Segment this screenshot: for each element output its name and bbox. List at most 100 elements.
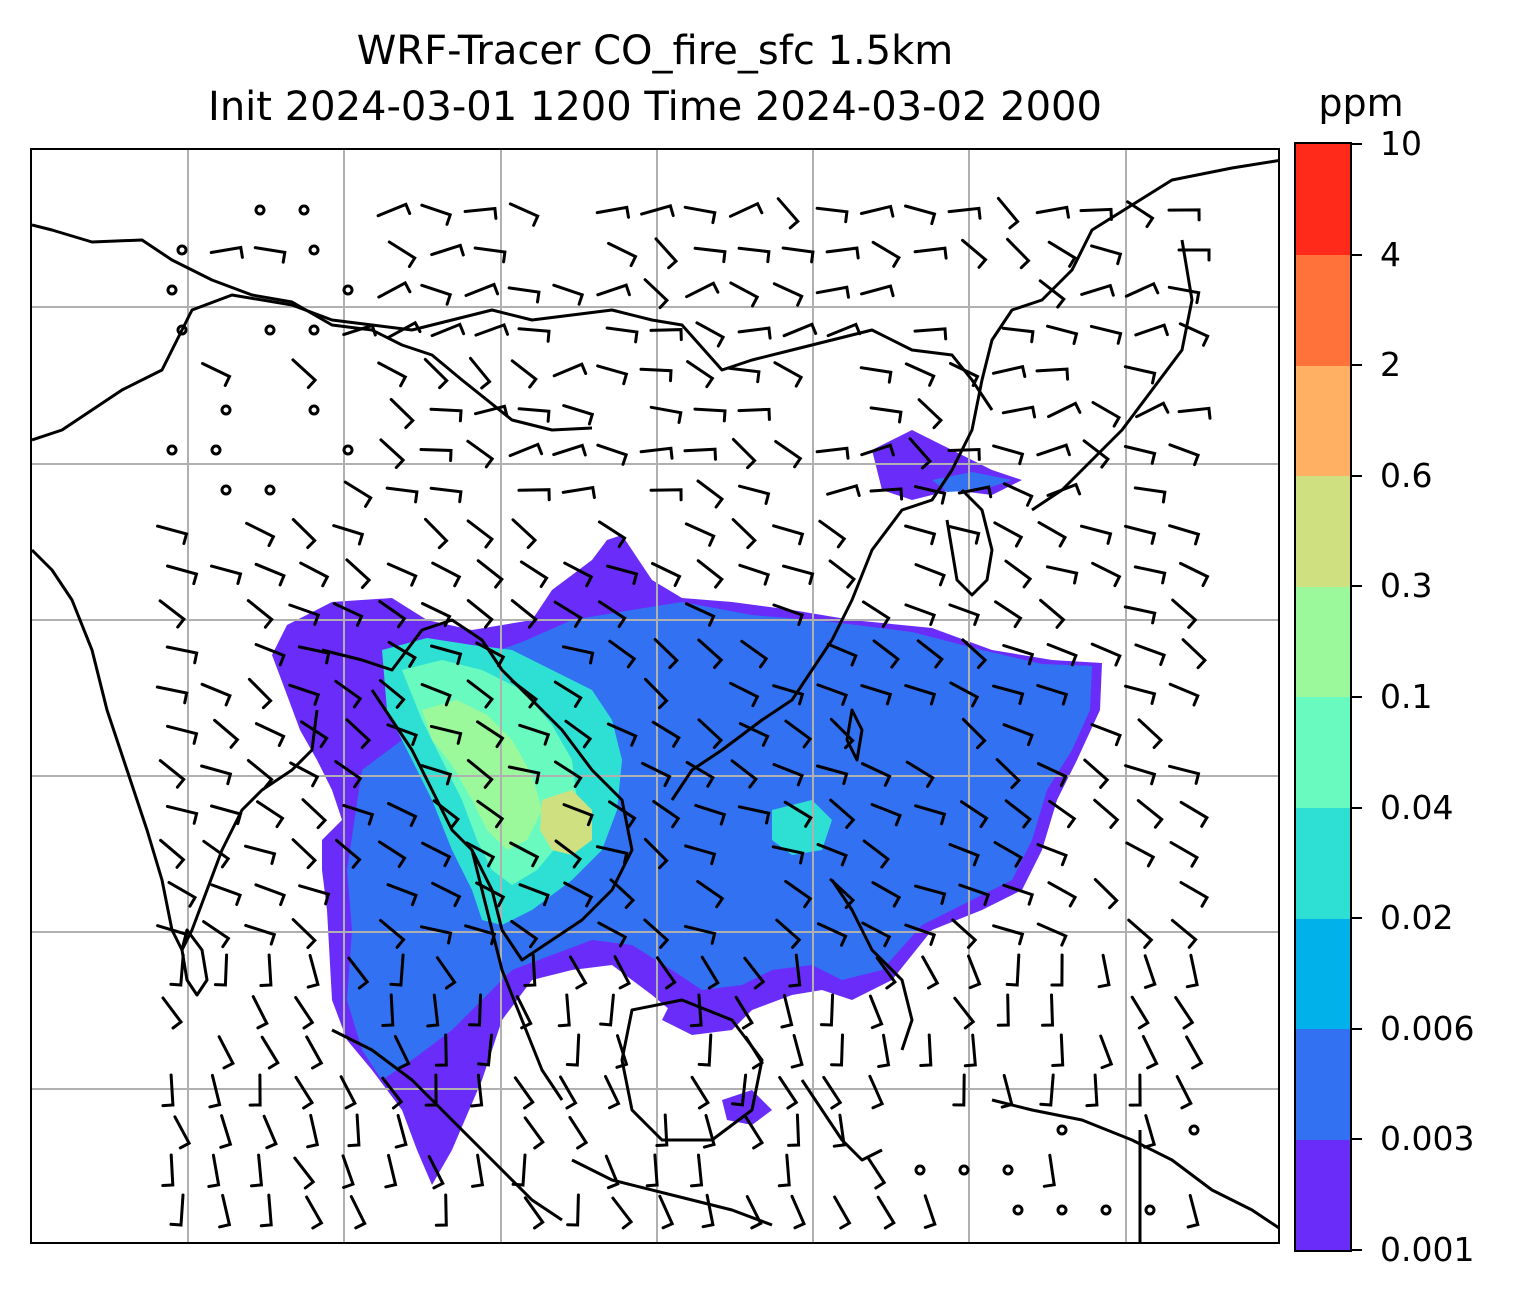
wind-barb — [1168, 443, 1201, 467]
map-gridlines — [32, 150, 1278, 1242]
wind-barb — [644, 677, 669, 710]
wind-barb — [553, 600, 583, 628]
wind-barb — [511, 518, 538, 549]
wind-barb — [1134, 643, 1167, 666]
wind-barb — [860, 443, 895, 457]
wind-barb — [563, 561, 594, 588]
wind-barb — [299, 561, 330, 588]
wind-barb — [731, 437, 757, 470]
wind-barb — [870, 803, 902, 827]
wind-barb — [332, 602, 364, 627]
wind-barb — [1038, 279, 1066, 309]
wind-barb — [466, 759, 494, 789]
wind-barb — [651, 720, 681, 748]
wind-barb — [815, 285, 850, 299]
wind-barb — [908, 437, 933, 470]
wind-barb — [597, 520, 627, 548]
wind-barb — [782, 564, 815, 585]
wind-barb — [916, 639, 944, 669]
wind-barb — [424, 1073, 438, 1107]
wind-barb — [1133, 486, 1167, 504]
wind-barb — [349, 1195, 367, 1230]
wind-barb — [1002, 644, 1035, 666]
wind-barb — [860, 684, 893, 706]
wind-barb — [200, 764, 233, 786]
wind-barb — [1079, 207, 1113, 221]
wind-barb — [471, 1153, 485, 1188]
wind-barb — [596, 364, 629, 386]
wind-barb — [702, 1114, 716, 1149]
wind-barb — [254, 722, 286, 747]
wind-barb — [913, 327, 948, 341]
wind-barb — [772, 763, 804, 787]
wind-barb — [815, 446, 850, 460]
wind-barb — [1080, 283, 1115, 297]
wind-barb — [468, 993, 482, 1027]
wind-barb — [696, 559, 724, 589]
wind-barb — [419, 925, 453, 945]
wind-barb — [790, 1034, 804, 1069]
map-canvas — [32, 150, 1278, 1242]
wind-barb — [643, 837, 669, 870]
wind-barb — [597, 600, 627, 629]
wind-barb — [1135, 401, 1170, 419]
wind-barb — [430, 644, 463, 666]
wind-barb — [200, 682, 232, 707]
wind-barb — [169, 953, 185, 987]
map-panel[interactable] — [30, 148, 1280, 1244]
calm-wind-circle — [308, 324, 320, 336]
wind-barb — [158, 759, 186, 789]
wind-barb — [377, 361, 408, 388]
wind-barb — [815, 206, 849, 224]
colorbar-tick-label: 10 — [1380, 124, 1422, 163]
wind-barb — [209, 245, 244, 259]
wind-barb — [737, 246, 771, 264]
wind-barb — [1045, 565, 1079, 585]
wind-barb — [156, 524, 189, 545]
wind-barb — [654, 237, 679, 270]
wind-barb — [511, 1153, 527, 1187]
wind-barb — [604, 1075, 621, 1110]
wind-barb — [947, 447, 981, 461]
wind-barb — [378, 599, 407, 629]
wind-barb — [166, 724, 199, 745]
wind-barb — [552, 362, 588, 378]
wind-barb — [607, 241, 638, 268]
coast-korea — [945, 488, 994, 597]
colorbar-tick-label: 0.003 — [1380, 1119, 1475, 1159]
wind-barb — [611, 1196, 634, 1230]
wind-barb — [696, 880, 725, 909]
wind-barb — [905, 760, 935, 788]
wind-barb — [1130, 995, 1150, 1030]
wind-barb — [427, 1155, 445, 1190]
wind-barb — [996, 993, 1010, 1027]
wind-barb — [1175, 1075, 1193, 1110]
wind-barb — [658, 1194, 675, 1230]
wind-barb — [615, 1034, 629, 1069]
wind-barb — [1179, 800, 1209, 828]
wind-barb — [379, 438, 406, 469]
wind-barb — [961, 717, 987, 750]
wind-barb — [476, 799, 505, 829]
wind-barb — [995, 758, 1021, 790]
wind-barb — [1041, 993, 1055, 1027]
wind-barb — [740, 639, 769, 669]
wind-barb — [1178, 322, 1210, 347]
wind-barb — [904, 204, 937, 226]
coast-china-east — [670, 159, 1278, 801]
wind-barb — [431, 881, 462, 908]
colorbar-tick-mark — [1352, 253, 1362, 256]
wind-barb — [379, 918, 406, 949]
wind-barb — [685, 281, 720, 299]
wind-barb — [737, 407, 771, 421]
calm-wind-circle — [210, 444, 222, 456]
wind-barb — [386, 723, 419, 746]
colorbar — [1294, 142, 1352, 1252]
wind-barb — [1051, 1033, 1065, 1067]
wind-barb — [518, 883, 550, 907]
colorbar-segment — [1296, 475, 1350, 587]
wind-barb — [1048, 799, 1077, 829]
wind-barb — [948, 603, 981, 626]
wind-barb — [345, 718, 372, 749]
wind-barb — [1046, 643, 1078, 667]
